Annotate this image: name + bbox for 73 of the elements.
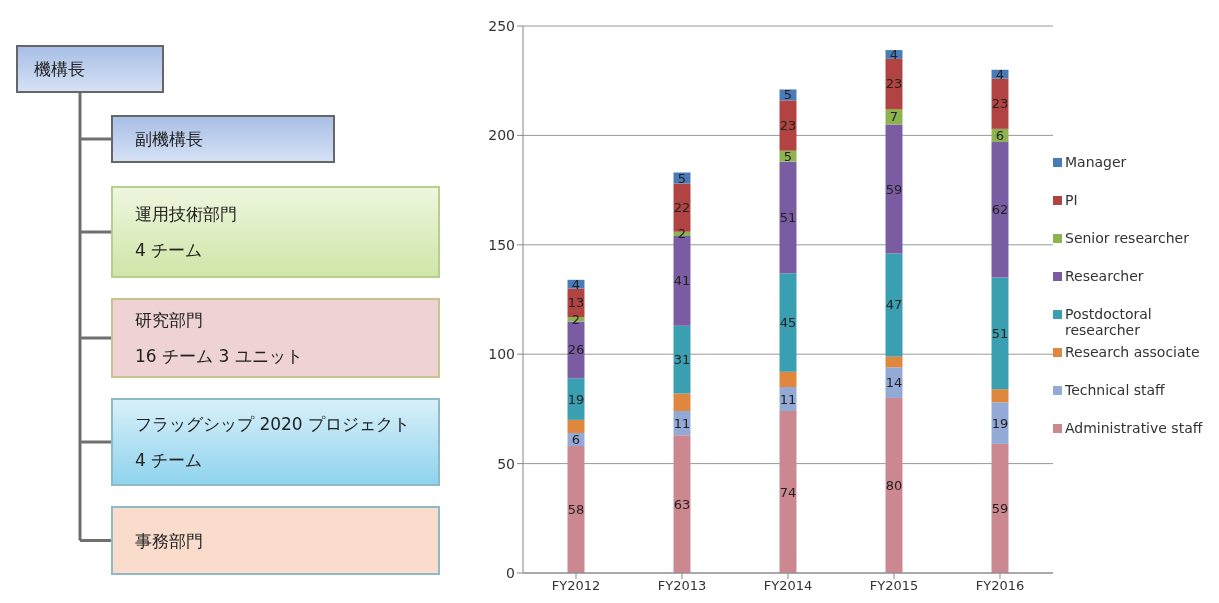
data-label: 23 [779,118,797,134]
legend-label: Manager [1065,153,1127,170]
data-label: 63 [673,496,691,512]
legend-label: Postdoctoral researcher [1065,305,1153,338]
y-tick-label: 100 [488,346,515,363]
data-label: 51 [991,325,1009,341]
data-label: 62 [991,202,1009,218]
bar [885,124,903,254]
bar [567,419,585,433]
data-label: 11 [673,415,691,431]
x-tick-label: FY2012 [551,578,601,594]
text: フラッグシップ 2020 プロジェクト 4 チーム [135,413,412,472]
bar [673,393,691,412]
x-tick-label: FY2013 [657,578,707,594]
legend-label: Researcher [1065,267,1144,284]
data-label: 4 [571,276,581,292]
legend-label: Administrative staff [1065,419,1203,436]
data-label: 23 [991,96,1009,112]
x-tick-label: FY2016 [975,578,1025,594]
data-label: 5 [677,170,687,186]
data-label: 5 [783,87,793,103]
data-label: 11 [779,391,797,407]
bar [779,273,797,372]
data-label: 51 [779,209,797,225]
data-label: 58 [567,502,585,518]
text: 研究部門 16 チーム 3 ユニット [135,309,303,368]
data-label: 6 [995,127,1005,143]
x-tick-label: FY2014 [763,578,813,594]
text: 副機構長 [135,128,203,151]
text: 運用技術部門 4 チーム [135,203,237,262]
x-tick-label: FY2015 [869,578,919,594]
bar [991,141,1009,278]
data-label: 47 [885,297,903,313]
text: 事務部門 [135,529,203,553]
data-label: 80 [885,477,903,493]
data-label: 59 [885,181,903,197]
data-label: 26 [567,342,585,358]
bar [673,435,691,573]
data-label: 23 [885,76,903,92]
data-label: 41 [673,273,691,289]
data-label: 4 [889,46,899,62]
data-label: 59 [991,500,1009,516]
bar [885,397,903,573]
legend-label: PI [1065,191,1078,208]
y-tick-label: 250 [488,17,515,34]
data-label: 6 [571,432,581,448]
bar [885,253,903,357]
bar [779,161,797,274]
bar [991,277,1009,390]
bar [991,389,1009,403]
data-label: 45 [779,314,797,330]
y-tick-label: 0 [506,564,515,581]
data-label: 4 [995,66,1005,82]
y-tick-label: 200 [488,127,515,144]
text: 機構長 [34,58,85,81]
data-label: 19 [991,415,1009,431]
data-label: 5 [783,148,793,164]
data-label: 7 [889,109,899,125]
data-label: 13 [567,295,585,311]
legend-label: Senior researcher [1065,229,1189,246]
data-label: 19 [567,391,585,407]
bar [885,356,903,368]
data-label: 22 [673,200,691,216]
data-label: 14 [885,375,903,391]
y-tick-label: 50 [497,455,515,472]
data-label: 31 [673,352,691,368]
legend-label: Research associate [1065,343,1200,360]
bar [673,236,691,326]
bar [779,411,797,573]
legend-label: Technical staff [1065,381,1165,398]
data-label: 74 [779,484,797,500]
bar [779,371,797,388]
y-tick-label: 150 [488,236,515,253]
